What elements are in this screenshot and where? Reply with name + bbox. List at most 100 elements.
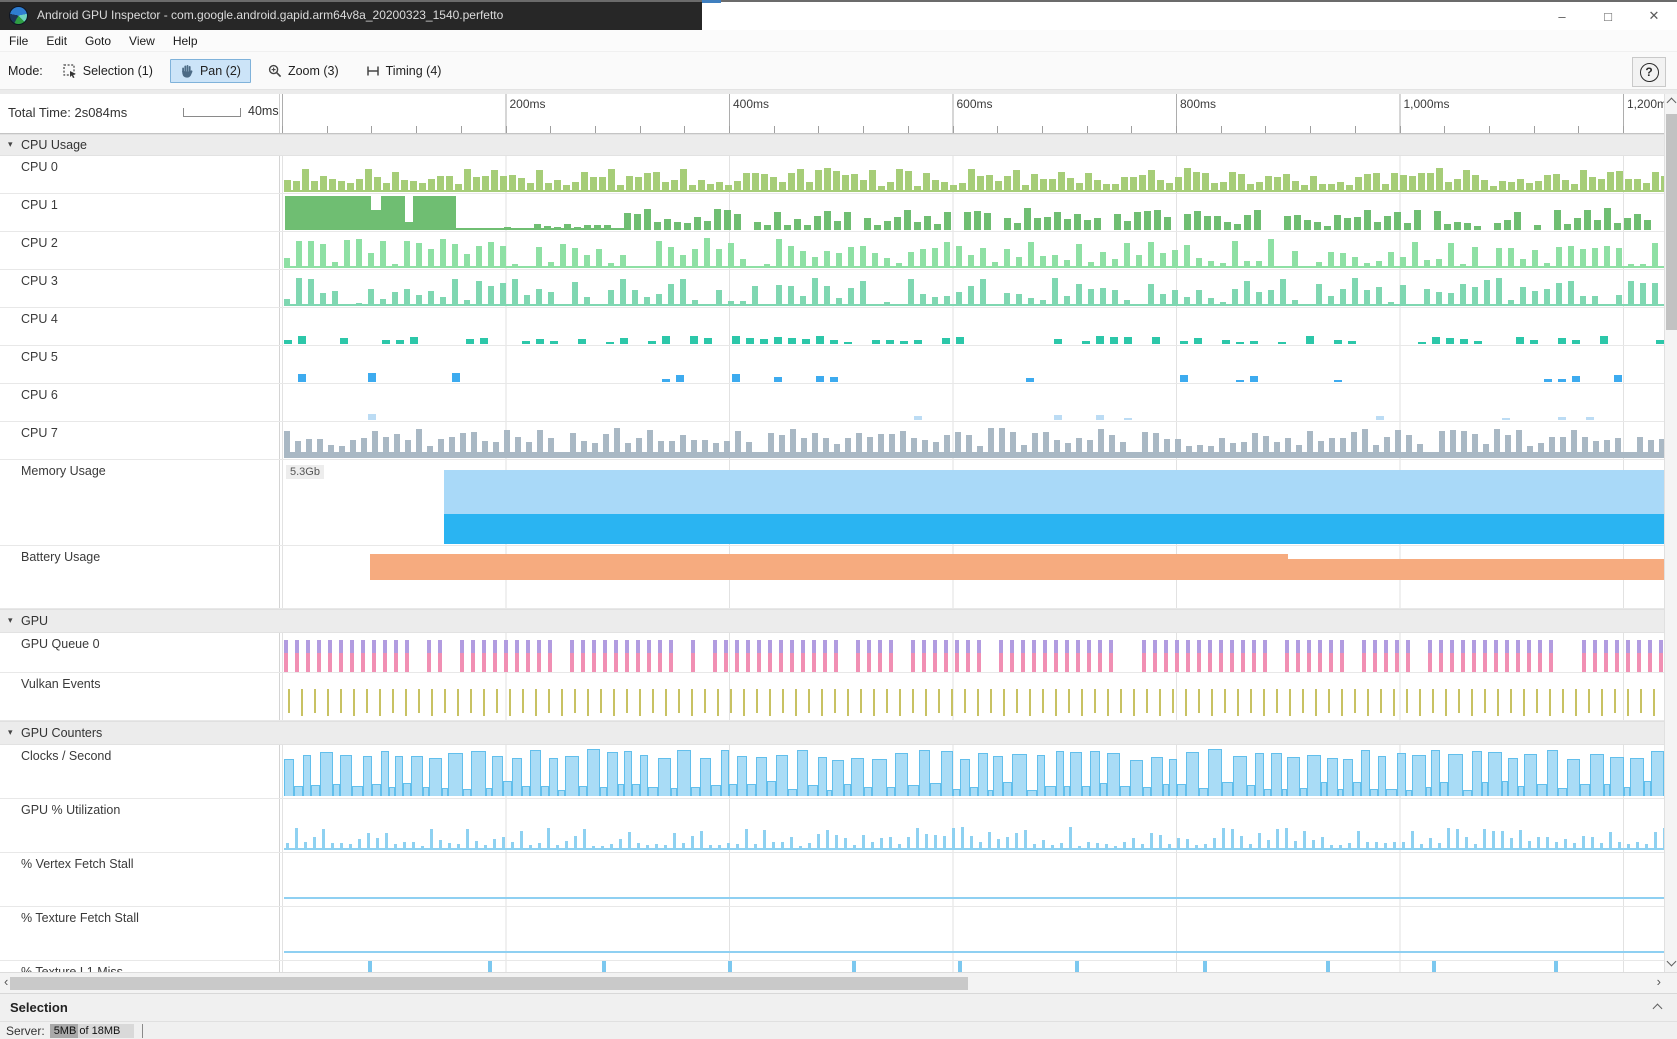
vertical-scroll-thumb[interactable] — [1666, 114, 1677, 330]
collapse-triangle-icon[interactable]: ▾ — [8, 615, 13, 626]
menu-item-help[interactable]: Help — [172, 33, 198, 48]
spike-bar — [1006, 837, 1009, 850]
usage-bar — [464, 169, 471, 192]
scroll-up-icon[interactable] — [1666, 97, 1677, 108]
horizontal-scroll-thumb[interactable] — [10, 977, 968, 990]
usage-bar — [867, 437, 873, 458]
usage-bar — [380, 241, 386, 268]
menu-item-goto[interactable]: Goto — [85, 33, 112, 48]
toolbar: Mode: Selection (1) Pan (2) Zoom (3) Timing… — [0, 52, 1677, 90]
track-chart-cpu-4[interactable] — [280, 308, 1677, 345]
scroll-down-icon[interactable] — [1666, 956, 1677, 967]
section-header-gpu[interactable]: ▾ GPU — [0, 609, 1677, 633]
timeline-ruler[interactable]: Total Time: 2s084ms 40ms 200ms 400ms 600ms… — [0, 94, 1677, 134]
track-label-text: CPU 5 — [21, 350, 58, 364]
usage-bar — [572, 282, 578, 306]
gpu-event-bar-top — [570, 640, 574, 653]
spike-bar — [853, 845, 856, 850]
mode-button-timing[interactable]: Timing (4) — [356, 59, 452, 83]
maximize-button[interactable]: □ — [1585, 2, 1631, 30]
menu-item-file[interactable]: File — [9, 33, 29, 48]
track-chart-cpu-6[interactable] — [280, 384, 1677, 421]
selection-panel-header[interactable]: Selection — [0, 993, 1677, 1021]
usage-bar — [1560, 437, 1566, 458]
gpu-event-bar-bottom — [1021, 653, 1025, 672]
minimize-button[interactable]: – — [1539, 2, 1585, 30]
mode-button-zoom[interactable]: Zoom (3) — [258, 59, 349, 83]
usage-bar — [491, 170, 498, 192]
collapse-triangle-icon[interactable]: ▾ — [8, 727, 13, 738]
usage-bar — [704, 338, 712, 344]
section-header-cpu-usage[interactable]: ▾ CPU Usage — [0, 134, 1677, 156]
section-header-gpu-counters[interactable]: ▾ GPU Counters — [0, 721, 1677, 745]
usage-bar — [311, 181, 318, 192]
usage-bar — [1180, 341, 1188, 344]
gpu-event-bar-bottom — [1087, 653, 1091, 672]
track-chart-cpu-0[interactable] — [280, 156, 1677, 193]
track-chart-cpu-7[interactable] — [280, 422, 1677, 459]
track-chart-clocks-second[interactable] — [280, 745, 1677, 798]
wave-segment — [1264, 789, 1271, 796]
track-chart-cpu-1[interactable] — [280, 194, 1677, 231]
usage-bar — [1292, 181, 1299, 192]
spike-bar — [1402, 842, 1405, 850]
usage-bar — [824, 168, 831, 192]
menu-item-edit[interactable]: Edit — [46, 33, 68, 48]
spike-bar — [1474, 844, 1477, 850]
spike-bar — [862, 835, 865, 850]
usage-bar — [320, 244, 326, 268]
mode-button-pan[interactable]: Pan (2) — [169, 58, 251, 83]
track-chart--vertex-fetch-stall[interactable] — [280, 853, 1677, 906]
mode-button-selection[interactable]: Selection (1) — [53, 59, 163, 83]
vulkan-event-tick — [938, 689, 940, 713]
usage-bar — [680, 169, 687, 192]
gpu-event-bar-bottom — [1439, 653, 1443, 672]
ruler-ticks[interactable]: 200ms 400ms 600ms 800ms 1,000ms 1,200ms — [280, 94, 1677, 133]
close-button[interactable]: ✕ — [1631, 2, 1677, 30]
timing-icon — [366, 64, 380, 78]
usage-bar — [1568, 246, 1574, 268]
track-chart-gpu-queue-0[interactable] — [280, 633, 1677, 672]
track-chart-vulkan-events[interactable] — [280, 673, 1677, 720]
wave-segment — [541, 786, 549, 796]
vulkan-event-tick — [1341, 689, 1343, 716]
usage-bar — [635, 177, 642, 192]
track-chart-cpu-2[interactable] — [280, 232, 1677, 269]
vulkan-event-tick — [886, 689, 888, 713]
gpu-event-bar-bottom — [284, 653, 288, 672]
usage-bar — [570, 433, 576, 458]
wave-segment — [1247, 785, 1255, 796]
collapse-chevron-icon[interactable] — [1652, 1003, 1663, 1014]
track-chart--texture-l1-miss[interactable] — [280, 961, 1677, 972]
usage-bar — [860, 281, 866, 306]
vulkan-event-tick — [444, 689, 446, 713]
usage-bar — [1028, 298, 1034, 306]
usage-bar — [1574, 218, 1581, 230]
track-chart-gpu-utilization[interactable] — [280, 799, 1677, 852]
track-chart-cpu-5[interactable] — [280, 346, 1677, 383]
track-chart-cpu-3[interactable] — [280, 270, 1677, 307]
usage-bar — [1172, 250, 1178, 268]
vertical-scrollbar[interactable] — [1664, 94, 1677, 972]
usage-bar — [1232, 289, 1238, 306]
usage-bar — [1100, 252, 1106, 268]
usage-bar — [1016, 257, 1022, 268]
horizontal-scrollbar[interactable]: ‹ › — [0, 972, 1677, 993]
gpu-event-bar-top — [1263, 640, 1267, 653]
usage-bar — [534, 224, 541, 230]
scroll-right-icon[interactable]: › — [1656, 974, 1661, 989]
track-chart--texture-fetch-stall[interactable] — [280, 907, 1677, 960]
usage-bar — [860, 180, 867, 192]
spike-bar — [1132, 838, 1135, 850]
usage-bar — [1263, 436, 1269, 458]
usage-bar — [617, 185, 624, 192]
usage-bar — [1352, 278, 1358, 306]
usage-bar — [537, 430, 543, 458]
help-button[interactable]: ? — [1632, 57, 1666, 87]
usage-bar — [904, 210, 911, 230]
scroll-left-icon[interactable]: ‹ — [4, 974, 9, 989]
collapse-triangle-icon[interactable]: ▾ — [8, 139, 13, 150]
track-chart-memory-usage[interactable]: 5.3Gb — [280, 460, 1677, 545]
menu-item-view[interactable]: View — [129, 33, 155, 48]
track-chart-battery-usage[interactable] — [280, 546, 1677, 608]
